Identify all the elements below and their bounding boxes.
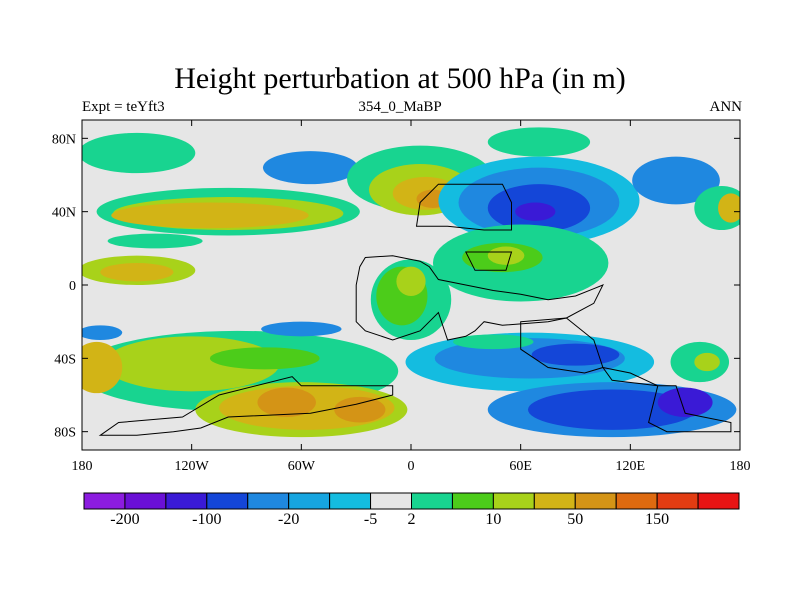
colorbar-swatch bbox=[247, 492, 290, 510]
contour-region bbox=[487, 127, 591, 157]
contour-region bbox=[334, 396, 386, 423]
colorbar-swatch bbox=[165, 492, 208, 510]
chart-title: Height perturbation at 500 hPa (in m) bbox=[174, 62, 626, 95]
contour-region bbox=[396, 266, 426, 297]
experiment-label: Expt = teYft3 bbox=[82, 99, 165, 115]
x-tick-label: 60E bbox=[509, 459, 532, 474]
colorbar-swatch bbox=[288, 492, 331, 510]
y-tick-label: 0 bbox=[69, 279, 76, 294]
colorbar-swatch bbox=[451, 492, 494, 510]
x-tick-label: 180 bbox=[730, 459, 751, 474]
colorbar-label: -5 bbox=[364, 511, 377, 528]
season-label: ANN bbox=[709, 99, 743, 115]
colorbar-label: -200 bbox=[110, 511, 139, 528]
contour-region bbox=[261, 321, 342, 337]
x-tick-label: 120E bbox=[616, 459, 646, 474]
contour-region bbox=[694, 352, 720, 372]
contour-field bbox=[82, 127, 740, 438]
x-tick-label: 120W bbox=[175, 459, 210, 474]
contour-region bbox=[107, 233, 203, 249]
y-axis: 80N 40N 0 40S 80S bbox=[52, 132, 740, 441]
contour-region bbox=[531, 343, 620, 366]
continent-outline bbox=[415, 183, 512, 231]
colorbar-label: 2 bbox=[408, 511, 416, 528]
contour-region bbox=[257, 387, 316, 418]
colorbar-swatch bbox=[656, 492, 699, 510]
contour-region bbox=[82, 325, 123, 340]
contour-region bbox=[657, 387, 713, 418]
contour-region bbox=[111, 202, 309, 229]
y-tick-label: 80N bbox=[52, 132, 76, 147]
colorbar-swatch bbox=[329, 492, 372, 510]
continent-outline bbox=[464, 251, 513, 271]
colorbar-swatch bbox=[206, 492, 249, 510]
continent-outline bbox=[98, 376, 394, 436]
colorbar-swatch bbox=[124, 492, 167, 510]
colorbar-label: -20 bbox=[278, 511, 299, 528]
contour-region bbox=[515, 202, 556, 221]
time-slice-label: 354_0_MaBP bbox=[358, 99, 442, 115]
contour-region bbox=[718, 193, 740, 223]
y-tick-label: 40S bbox=[54, 352, 76, 367]
contour-region bbox=[262, 151, 358, 185]
contour-region bbox=[632, 156, 720, 205]
colorbar-swatch bbox=[615, 492, 658, 510]
colorbar-label: -100 bbox=[192, 511, 221, 528]
continent-outline bbox=[355, 255, 604, 341]
continent-outlines bbox=[98, 183, 732, 436]
y-tick-label: 80S bbox=[54, 426, 76, 441]
continent-outline bbox=[520, 317, 604, 374]
contour-region bbox=[487, 246, 525, 265]
colorbar-swatch bbox=[411, 492, 453, 510]
colorbar-label: 50 bbox=[567, 511, 583, 528]
colorbar-swatch bbox=[697, 492, 740, 510]
colorbar-swatch bbox=[83, 492, 126, 510]
contour-region bbox=[82, 132, 196, 174]
x-tick-label: 60W bbox=[288, 459, 316, 474]
contour-region bbox=[453, 334, 534, 350]
colorbar-label: 150 bbox=[645, 511, 669, 528]
y-tick-label: 40N bbox=[52, 206, 76, 221]
continent-outline bbox=[601, 366, 732, 433]
colorbar-swatch bbox=[492, 492, 535, 510]
x-tick-label: 180 bbox=[72, 459, 93, 474]
contour-region bbox=[100, 263, 174, 282]
colorbar-swatch bbox=[533, 492, 576, 510]
colorbar-swatch bbox=[574, 492, 617, 510]
x-tick-label: 0 bbox=[408, 459, 415, 474]
colorbar-swatch bbox=[370, 492, 412, 510]
colorbar-label: 10 bbox=[485, 511, 501, 528]
contour-region bbox=[82, 341, 123, 394]
x-axis: 180 120W 60W 0 60E 120E 180 bbox=[72, 120, 751, 474]
colorbar: -200 -100 -20 -5 2 10 50 150 bbox=[83, 492, 740, 528]
contour-region bbox=[209, 347, 320, 370]
